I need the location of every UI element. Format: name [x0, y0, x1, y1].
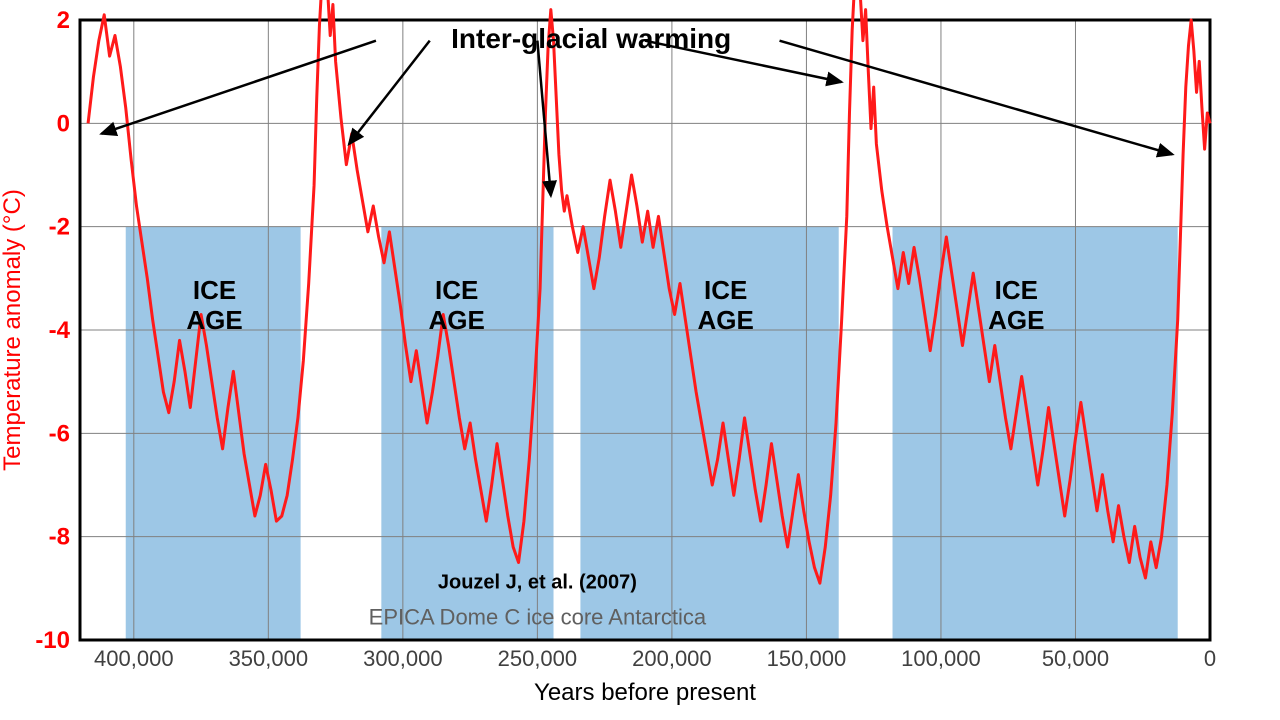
credit-line-2: EPICA Dome C ice core Antarctica: [369, 605, 707, 630]
xtick-label: 50,000: [1042, 646, 1109, 671]
ytick-label: -2: [49, 214, 70, 241]
xtick-label: 200,000: [632, 646, 712, 671]
xtick-label: 400,000: [94, 646, 174, 671]
ytick-label: 2: [57, 7, 70, 34]
iceage-label: AGE: [698, 305, 754, 335]
ytick-label: -4: [49, 317, 71, 344]
credit-line-1: Jouzel J, et al. (2007): [438, 571, 637, 593]
xtick-label: 150,000: [767, 646, 847, 671]
ytick-label: 0: [57, 110, 70, 137]
iceage-label: AGE: [186, 305, 242, 335]
ytick-label: -8: [49, 524, 70, 551]
xtick-label: 0: [1204, 646, 1216, 671]
ytick-label: -10: [35, 627, 70, 654]
chart-svg: -10 -8 -6 -4 -2 0 2 Temperature anomaly (°C) 400…: [0, 0, 1280, 720]
iceage-label: ICE: [995, 275, 1038, 305]
iceage-label: ICE: [193, 275, 236, 305]
iceage-label: AGE: [988, 305, 1044, 335]
xaxis-label: Years before present: [534, 679, 756, 706]
iceage-label: ICE: [704, 275, 747, 305]
xtick-label: 300,000: [363, 646, 443, 671]
ytick-label: -6: [49, 420, 70, 447]
iceage-label: AGE: [428, 305, 484, 335]
xtick-label: 100,000: [901, 646, 981, 671]
xtick-label: 250,000: [498, 646, 578, 671]
iceage-label: ICE: [435, 275, 478, 305]
yaxis-label: Temperature anomaly (°C): [0, 189, 26, 471]
chart-container: -10 -8 -6 -4 -2 0 2 Temperature anomaly (°C) 400…: [0, 0, 1280, 720]
xtick-label: 350,000: [229, 646, 309, 671]
